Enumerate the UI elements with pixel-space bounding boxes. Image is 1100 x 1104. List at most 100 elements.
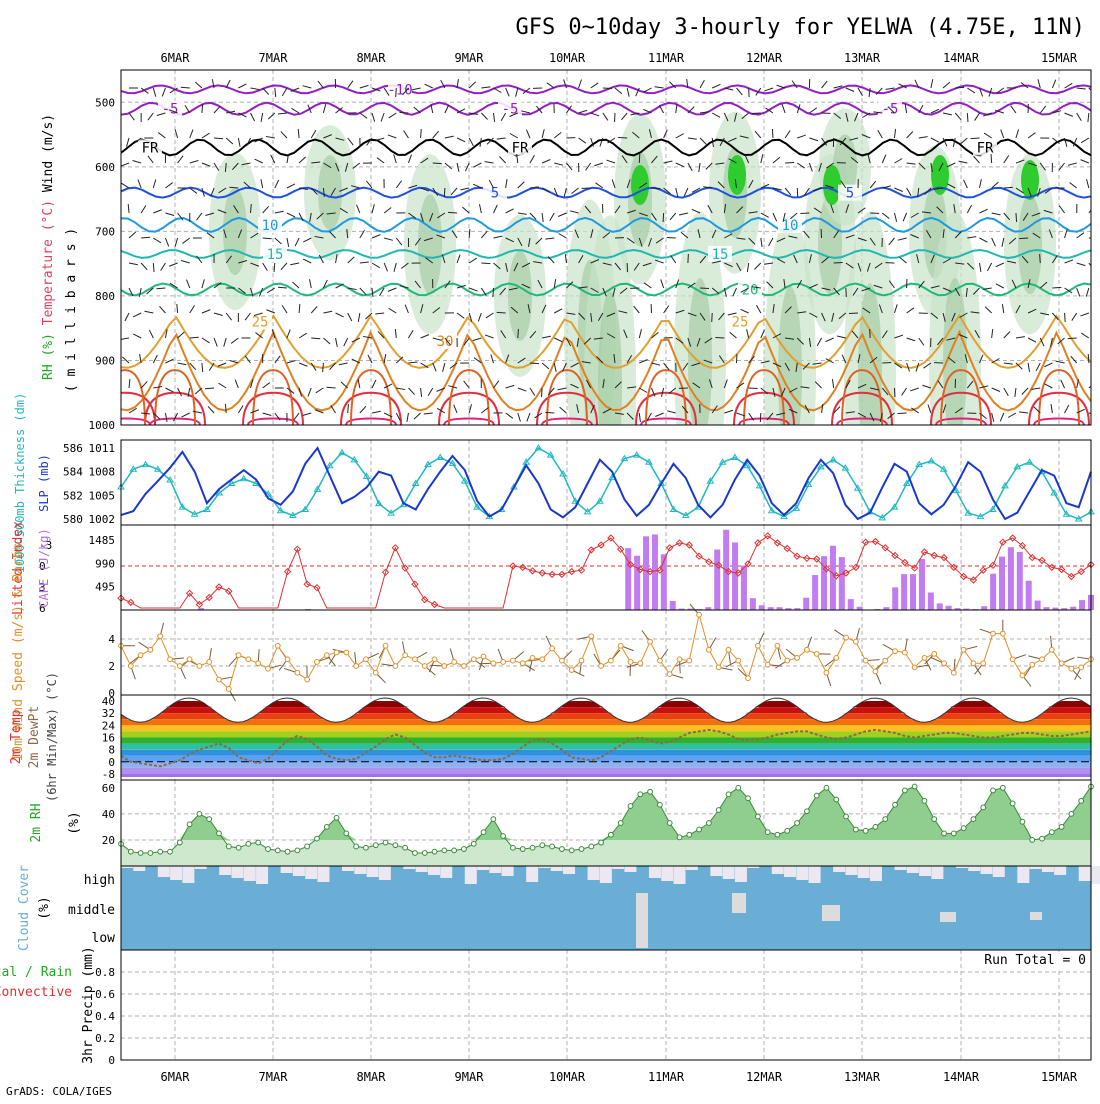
wind-speed-line <box>121 615 1091 689</box>
wind-barb <box>846 88 854 92</box>
wind-barb <box>133 334 141 338</box>
rh-marker <box>755 814 760 819</box>
cloud-high-gap <box>551 866 563 871</box>
wind-barb <box>275 238 282 244</box>
wind-barb <box>292 282 299 288</box>
wind-speed-marker <box>1049 647 1054 652</box>
rh-marker <box>207 817 212 822</box>
slp-tick: 1008 <box>89 466 116 479</box>
wind-barb <box>485 162 494 163</box>
wind-barb <box>469 229 470 238</box>
temp-tick: 32 <box>102 707 115 720</box>
wind-speed-marker <box>853 639 858 644</box>
cape-bar <box>670 601 676 610</box>
wind-barb <box>903 213 907 221</box>
cloud-high-gap <box>809 866 821 883</box>
wind-speed-marker <box>197 664 202 669</box>
wind-barb <box>1070 182 1077 188</box>
wind-barb <box>485 335 493 338</box>
rh-marker <box>295 848 300 853</box>
cloud-gap <box>940 912 956 922</box>
wind-barb <box>469 82 475 88</box>
wind-barb <box>542 129 544 138</box>
wind-speed-marker <box>873 669 878 674</box>
wind-barb <box>530 388 535 396</box>
wind-barb <box>205 388 214 389</box>
temperature-band <box>121 768 1091 774</box>
wind-barb <box>444 188 445 197</box>
wind-barb <box>182 413 190 417</box>
wind-barb <box>421 129 422 138</box>
cloud-gap <box>1030 912 1042 920</box>
wind-speed-marker <box>481 654 486 659</box>
wind-barb <box>661 279 664 288</box>
wind-speed-marker <box>726 647 731 652</box>
slp-tick: 1002 <box>89 513 116 526</box>
wind-barb <box>825 338 833 342</box>
wind-barb <box>202 338 210 343</box>
wind-barb <box>129 263 138 265</box>
wind-barb <box>360 113 367 118</box>
wind-barb <box>1040 254 1041 263</box>
cloud-high-gap <box>858 866 870 878</box>
date-label-top: 11MAR <box>648 51 685 65</box>
wind-barb <box>554 363 556 372</box>
wind-barb <box>235 380 238 388</box>
wind-barb <box>481 231 487 238</box>
rh-marker <box>716 808 721 813</box>
wind-barb <box>579 110 588 113</box>
wind-barb <box>372 288 373 297</box>
rh-tick: 20 <box>102 834 115 847</box>
wind-barb <box>634 306 640 313</box>
wind-barb <box>907 308 914 313</box>
wind-speed-marker <box>599 664 604 669</box>
pressure-tick-label: 500 <box>95 96 115 109</box>
wind-barb <box>311 130 316 138</box>
wind-barb <box>1040 106 1046 113</box>
wind-speed-marker <box>1079 665 1084 670</box>
wind-barb <box>516 88 518 97</box>
wind-barb <box>202 363 203 372</box>
rh-marker <box>305 844 310 849</box>
wind-barb <box>554 163 563 165</box>
wind-barb <box>275 356 280 363</box>
wind-speed-marker <box>755 643 760 648</box>
wind-barb <box>627 88 629 97</box>
wind-barb <box>664 130 668 138</box>
wind-barb <box>311 306 317 313</box>
wind-barb <box>550 213 555 221</box>
wind-barb <box>579 138 586 143</box>
wind-barb <box>907 132 913 138</box>
wind-barb <box>670 213 676 220</box>
wind-barb <box>165 359 173 363</box>
rh-marker <box>1020 819 1025 824</box>
wind-barb <box>424 413 433 414</box>
cape-bar <box>1017 552 1023 610</box>
rh-marker <box>1079 798 1084 803</box>
wind-speed-marker <box>667 672 672 677</box>
wind-barb <box>407 413 409 422</box>
cloud-high-gap <box>502 866 514 876</box>
date-label-top: 12MAR <box>746 51 783 65</box>
rh-marker <box>177 840 182 845</box>
wind-barb <box>1028 133 1035 138</box>
wind-barb <box>980 263 981 272</box>
wind-speed-marker <box>511 658 516 663</box>
rh-marker <box>775 832 780 837</box>
rh-marker <box>608 832 613 837</box>
temperature-contour <box>121 103 1091 115</box>
wind-barb <box>730 332 737 338</box>
cloud-high-gap <box>244 866 256 881</box>
rh-marker <box>393 843 398 848</box>
cloud-high-gap <box>440 866 452 878</box>
cloud-high-gap <box>379 866 391 880</box>
wind-barb <box>174 413 178 421</box>
wind-barb <box>141 237 150 238</box>
wind-barb <box>773 213 777 221</box>
cape-bar <box>1026 581 1032 610</box>
date-label-top: 15MAR <box>1041 51 1078 65</box>
wind-barb <box>125 313 129 321</box>
wind-speed-marker <box>285 657 290 662</box>
wind-barb <box>894 213 896 222</box>
rh-marker <box>991 788 996 793</box>
